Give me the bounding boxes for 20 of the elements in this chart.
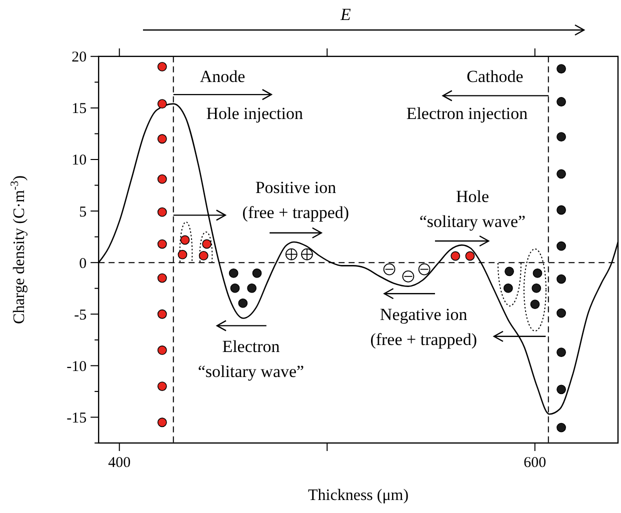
- y-tick-label: 20: [72, 50, 87, 66]
- annotation: Negative ion (free + trapped): [370, 305, 478, 349]
- annotation: Hole “solitary wave”: [419, 187, 526, 231]
- y-tick-label: 10: [72, 152, 87, 169]
- annotation: Electron “solitary wave”: [198, 337, 304, 381]
- x-axis-title: Thickness (μm): [308, 487, 409, 504]
- annotation: Anode: [200, 67, 246, 86]
- y-tick-label: 0: [79, 256, 87, 272]
- y-tick-label: -15: [66, 410, 87, 426]
- annotation: Positive ion (free + trapped): [242, 178, 350, 222]
- x-tick-label: 400: [108, 455, 131, 471]
- y-tick-label: -10: [66, 358, 87, 375]
- annotation: Electron injection: [406, 104, 528, 123]
- text: E: [340, 5, 352, 24]
- y-tick-label: 5: [79, 204, 87, 220]
- y-tick-label: 15: [72, 101, 87, 118]
- annotation: Hole injection: [206, 104, 304, 123]
- x-tick-label: 600: [524, 455, 546, 471]
- annotation: Cathode: [466, 67, 524, 86]
- y-tick-label: -5: [74, 307, 87, 324]
